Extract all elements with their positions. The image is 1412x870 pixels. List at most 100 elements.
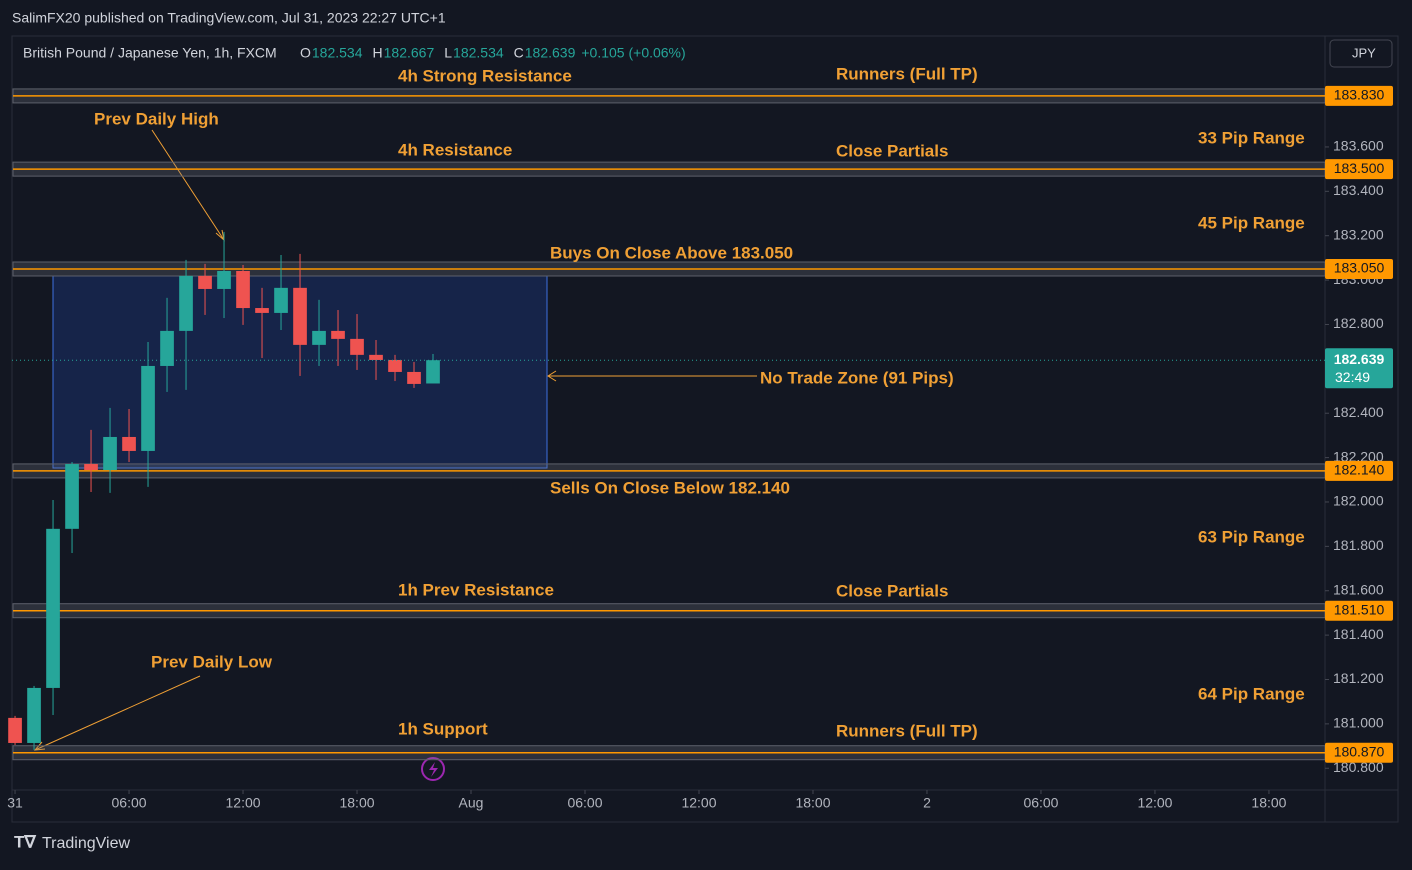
level-label: 183.830 (1334, 87, 1385, 103)
change: +0.105 (+0.06%) (581, 45, 685, 61)
logo-mark: T∇ (14, 832, 36, 851)
ohlc-label: O (300, 45, 311, 61)
currency[interactable]: JPY (1352, 45, 1376, 60)
candle-body (103, 436, 117, 471)
x-tick-label: 18:00 (339, 795, 374, 811)
symbol-title: British Pound / Japanese Yen, 1h, FXCM (23, 45, 277, 61)
ohlc-label: H (373, 45, 383, 61)
x-tick-label: 18:00 (795, 795, 830, 811)
level-label-box (1325, 742, 1393, 763)
candle-body (255, 308, 269, 313)
annotation: Prev Daily Low (151, 652, 273, 671)
y-tick-label: 183.200 (1333, 226, 1384, 242)
candle-body (122, 436, 136, 451)
candle-body (8, 717, 22, 743)
y-tick-label: 180.800 (1333, 759, 1384, 775)
last-price-label: 182.639 (1334, 351, 1385, 367)
annotation: 63 Pip Range (1198, 527, 1305, 546)
x-tick-label: 06:00 (112, 795, 147, 811)
y-tick-label: 182.800 (1333, 315, 1384, 331)
annotation: 4h Strong Resistance (398, 66, 572, 85)
candle-body (388, 359, 402, 372)
x-tick-label: 12:00 (1137, 795, 1172, 811)
annotation: 1h Support (398, 719, 488, 738)
arrow (34, 675, 201, 751)
y-tick-label: 182.000 (1333, 493, 1384, 509)
annotation: 1h Prev Resistance (398, 580, 554, 599)
chart-frame (11, 35, 1399, 823)
level-label: 183.500 (1334, 160, 1385, 176)
x-tick-label: 18:00 (1251, 795, 1286, 811)
ohlc-value: 182.667 (384, 45, 435, 61)
level-label-box (1325, 159, 1393, 180)
event-icon[interactable] (421, 757, 445, 781)
y-tick-label: 181.200 (1333, 670, 1384, 686)
candle-body (198, 275, 212, 289)
y-tick-label: 182.200 (1333, 448, 1384, 464)
candle-body (179, 275, 193, 331)
ohlc-value: 182.639 (525, 45, 576, 61)
candle-body (46, 528, 60, 688)
last-price-box (1325, 348, 1393, 389)
annotation: No Trade Zone (91 Pips) (760, 368, 954, 387)
annotation: Buys On Close Above 183.050 (550, 243, 793, 262)
level-label: 181.510 (1334, 601, 1385, 617)
level-label-box (1325, 258, 1393, 279)
annotation: Close Partials (836, 581, 948, 600)
candle-body (141, 365, 155, 451)
annotation: 4h Resistance (398, 140, 512, 159)
candle-body (369, 354, 383, 360)
y-tick-label: 182.400 (1333, 404, 1384, 420)
x-tick-label: 06:00 (1023, 795, 1058, 811)
annotation: Sells On Close Below 182.140 (550, 478, 790, 497)
annotation: 33 Pip Range (1198, 128, 1305, 147)
currency-button[interactable] (1329, 39, 1393, 68)
candle-body (27, 687, 41, 743)
level-label: 183.050 (1334, 260, 1385, 276)
candle-body (312, 330, 326, 345)
annotation: 45 Pip Range (1198, 213, 1305, 232)
candle-body (407, 371, 421, 384)
arrow (151, 129, 225, 241)
candle-body (350, 338, 364, 355)
annotation: Prev Daily High (94, 109, 219, 128)
candle-body (236, 270, 250, 309)
candle-body (65, 464, 79, 529)
annotation: Runners (Full TP) (836, 721, 978, 740)
arrowhead (33, 741, 46, 751)
candle-body (293, 287, 307, 345)
x-tick-label: 2 (923, 795, 931, 811)
y-tick-label: 181.000 (1333, 715, 1384, 731)
x-tick-label: Aug (459, 795, 484, 811)
candle-body (274, 287, 288, 313)
y-tick-label: 181.400 (1333, 626, 1384, 642)
level-label: 182.140 (1334, 462, 1385, 478)
x-tick-label: 12:00 (226, 795, 261, 811)
level-label-box (1325, 460, 1393, 481)
level-label: 180.870 (1334, 743, 1385, 759)
y-tick-label: 181.600 (1333, 581, 1384, 597)
x-tick-label: 12:00 (681, 795, 716, 811)
annotation: Close Partials (836, 141, 948, 160)
y-tick-label: 181.800 (1333, 537, 1384, 553)
x-tick-label: 31 (7, 795, 23, 811)
candle-body (426, 360, 440, 384)
x-tick-label: 06:00 (567, 795, 602, 811)
level-label-box (1325, 600, 1393, 621)
ohlc-label: L (444, 45, 452, 61)
event-bolt (429, 762, 438, 777)
y-tick-label: 183.600 (1333, 138, 1384, 154)
footer: TradingView (42, 835, 130, 852)
header: SalimFX20 published on TradingView.com, … (12, 10, 446, 26)
ohlc-label: C (514, 45, 524, 61)
y-tick-label: 183.400 (1333, 182, 1384, 198)
level-label-box (1325, 85, 1393, 106)
ohlc-value: 182.534 (312, 45, 363, 61)
arrowhead (547, 370, 557, 382)
candle-body (331, 330, 345, 339)
candle-body (217, 270, 231, 289)
countdown: 32:49 (1335, 369, 1370, 385)
candle-body (160, 330, 174, 366)
